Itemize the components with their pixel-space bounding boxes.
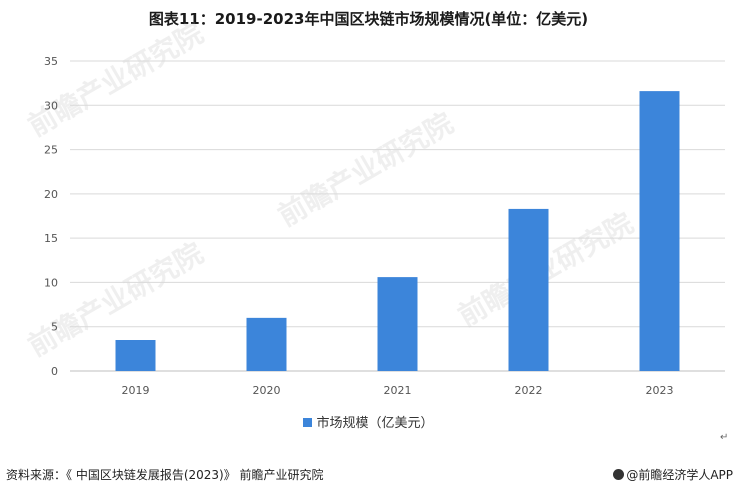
brand-credit: @前瞻经济学人APP — [613, 466, 733, 483]
bar — [508, 208, 549, 371]
bar — [115, 340, 156, 371]
y-tick-label: 30 — [44, 99, 58, 112]
x-tick-label: 2020 — [253, 384, 281, 397]
x-tick-label: 2021 — [384, 384, 412, 397]
x-tick-label: 2019 — [122, 384, 150, 397]
y-tick-label: 35 — [44, 55, 58, 68]
bar-chart: 0 5 10 15 20 25 30 35 2019 2020 2021 2022 2023 — [44, 55, 725, 397]
bar — [639, 91, 680, 371]
legend-label: 市场规模（亿美元） — [316, 416, 434, 431]
x-tick-label: 2023 — [646, 384, 674, 397]
bar — [377, 277, 418, 371]
legend: 市场规模（亿美元） — [0, 412, 737, 431]
chart-title: 图表11：2019-2023年中国区块链市场规模情况(单位：亿美元) — [148, 10, 589, 28]
y-tick-label: 25 — [44, 144, 58, 157]
y-tick-label: 15 — [44, 232, 58, 245]
y-tick-label: 5 — [51, 321, 58, 334]
bar — [246, 317, 287, 371]
return-mark-icon: ↵ — [720, 432, 729, 443]
source-note: 资料来源：《 中国区块链发展报告(2023)》 前瞻产业研究院 — [6, 468, 324, 482]
x-tick-label: 2022 — [515, 384, 543, 397]
brand-logo-icon — [613, 469, 625, 480]
legend-swatch — [303, 418, 313, 427]
y-tick-label: 10 — [44, 276, 58, 289]
brand-text: @前瞻经济学人APP — [626, 468, 733, 482]
y-tick-label: 20 — [44, 188, 58, 201]
y-tick-label: 0 — [51, 365, 58, 378]
